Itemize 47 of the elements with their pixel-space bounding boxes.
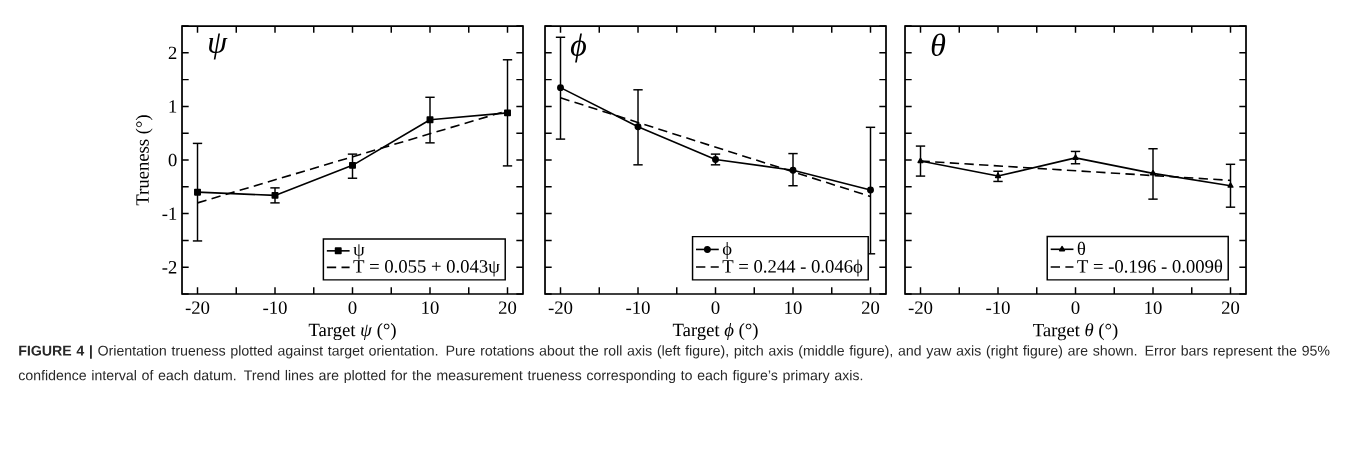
x-tick-label: 0 bbox=[1071, 301, 1080, 314]
x-tick-label: 20 bbox=[498, 301, 517, 314]
x-tick-label: -10 bbox=[626, 301, 650, 314]
point bbox=[1072, 154, 1079, 160]
x-tick-label: -10 bbox=[263, 301, 287, 314]
annotation: θ bbox=[931, 33, 946, 57]
y-tick-label: 0 bbox=[168, 153, 177, 167]
point bbox=[789, 166, 797, 174]
y-tick-label: -2 bbox=[162, 261, 177, 274]
legend-label: T = 0.244 - 0.046ϕ bbox=[722, 259, 863, 277]
y-tick-label: 1 bbox=[169, 100, 177, 113]
x-tick-label: -10 bbox=[986, 301, 1010, 314]
x-axis-title: Target θ (°) bbox=[1033, 323, 1118, 341]
point bbox=[557, 84, 564, 92]
point bbox=[194, 188, 201, 196]
x-axis-title: Target ϕ (°) bbox=[672, 323, 758, 341]
y-tick-label: 2 bbox=[168, 46, 177, 59]
x-tick-label: -20 bbox=[908, 301, 933, 314]
x-tick-label: 0 bbox=[711, 301, 720, 314]
x-tick-label: -20 bbox=[548, 301, 573, 314]
y-axis-title: Trueness (°) bbox=[135, 115, 153, 206]
point bbox=[867, 186, 874, 194]
point bbox=[426, 116, 434, 124]
point bbox=[1149, 169, 1157, 176]
legend-label: θ bbox=[1077, 241, 1086, 256]
legend-label: ψ bbox=[353, 244, 365, 260]
x-tick-label: 10 bbox=[1145, 301, 1162, 314]
annotation: ψ bbox=[209, 33, 228, 60]
text: FIGURE 4 | Orientation trueness plotted against target orientation. Pure rotations about the roll axis (left figure), pitch axis (middle figure), and yaw axis (right figure) are shown. Error bars represent the 95% confidence interval of each datum. Trend lines are plotted for the measurement trueness corresponding to each figure’s primary axis. bbox=[18, 345, 1330, 384]
point bbox=[917, 157, 924, 164]
annotation: ϕ bbox=[570, 33, 586, 63]
point bbox=[349, 161, 356, 169]
point bbox=[271, 191, 279, 199]
x-tick-label: -20 bbox=[185, 301, 210, 314]
x-tick-label: 0 bbox=[348, 301, 357, 314]
x-tick-label: 10 bbox=[422, 301, 439, 314]
x-tick-label: 10 bbox=[785, 301, 802, 314]
x-axis-title: Target ψ (°) bbox=[308, 323, 396, 341]
legend-label: T = -0.196 - 0.009θ bbox=[1077, 259, 1223, 273]
point bbox=[504, 109, 511, 117]
x-tick-label: 20 bbox=[861, 301, 880, 314]
legend-label: ϕ bbox=[722, 241, 732, 259]
legend-label: T = 0.055 + 0.043ψ bbox=[353, 260, 500, 277]
point bbox=[634, 123, 642, 131]
y-tick-label: -1 bbox=[162, 207, 177, 220]
x-tick-label: 20 bbox=[1221, 301, 1240, 314]
point bbox=[1227, 182, 1234, 188]
